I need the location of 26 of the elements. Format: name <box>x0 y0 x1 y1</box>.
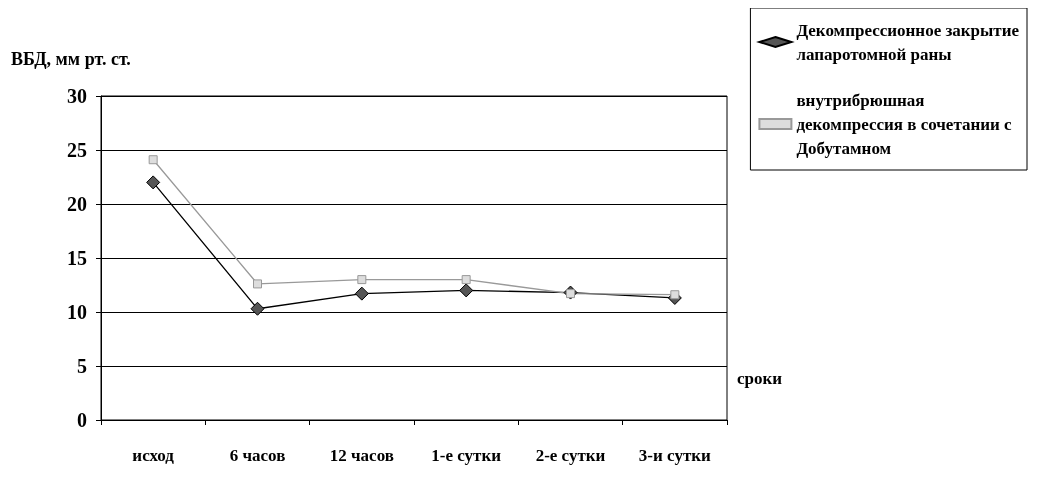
point <box>250 301 265 316</box>
x-axis-title: сроки <box>737 369 783 388</box>
point <box>354 286 369 301</box>
point <box>670 290 680 300</box>
x-tick-label: 3-и сутки <box>638 445 712 465</box>
x-tick-label: 2-е сутки <box>535 445 606 465</box>
legend-label: внутрибрюшная декомпрессия в сочетании с Добутамном <box>796 90 1013 158</box>
x-tick-label: 12 часов <box>329 445 394 465</box>
y-tick-label: 0 <box>77 409 87 431</box>
x-tick-label: исход <box>132 445 175 465</box>
y-axis-title: ВБД, мм рт. ст. <box>11 49 131 69</box>
y-tick-label: 25 <box>67 139 87 161</box>
point <box>357 275 367 285</box>
y-tick-label: 5 <box>77 355 87 377</box>
y-tick-label: 15 <box>67 247 87 269</box>
point <box>459 283 474 298</box>
point <box>461 275 471 285</box>
point <box>253 279 262 289</box>
point <box>148 155 158 165</box>
y-tick-label: 10 <box>67 301 87 323</box>
legend-label: Декомпрессионное закрытие лапаротомной раны <box>796 20 1020 64</box>
x-tick-label: 1-е сутки <box>431 445 502 465</box>
point <box>146 175 161 190</box>
x-tick-label: 6 часов <box>229 445 286 465</box>
y-tick-label: 20 <box>67 193 87 215</box>
y-tick-label: 30 <box>67 85 87 107</box>
